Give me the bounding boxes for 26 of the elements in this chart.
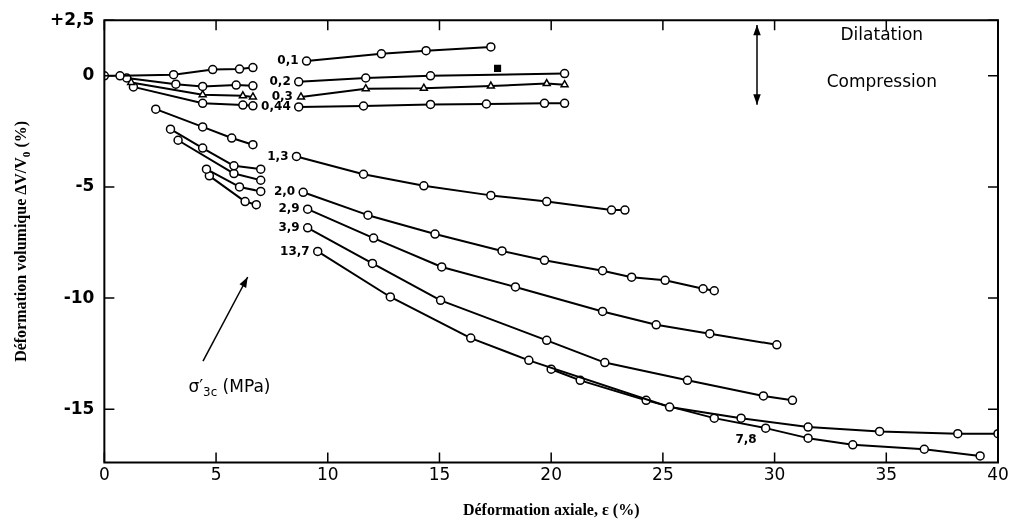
x-tick-label: 30 [763, 464, 786, 485]
annotation: Compression [826, 70, 937, 91]
x-tick-label: 20 [540, 464, 562, 485]
x-axis-title: Déformation axiale, ε (%) [462, 501, 640, 520]
x-tick-label: 25 [652, 464, 674, 485]
y-tick-label: -10 [63, 286, 95, 307]
series-label: 7,8 [735, 432, 757, 447]
series-label: 2,0 [273, 184, 296, 199]
annotation: Dilatation [840, 24, 924, 45]
x-tick-label: 15 [428, 464, 451, 485]
series-label: 0,2 [269, 73, 291, 88]
series-label: 0,1 [277, 53, 299, 68]
series-label: 2,9 [278, 201, 300, 216]
y-tick-label: +2,5 [50, 8, 95, 29]
series-label: 3,9 [278, 219, 300, 234]
y-tick-label: 0 [82, 64, 95, 85]
series-label: 1,3 [267, 148, 289, 163]
x-tick-label: 10 [316, 464, 339, 485]
series-label: 13,7 [280, 243, 310, 258]
x-tick-label: 35 [875, 464, 898, 485]
x-tick-label: 40 [987, 464, 1009, 485]
y-tick-label: -15 [63, 397, 95, 418]
x-tick-label: 0 [98, 464, 110, 485]
x-tick-label: 5 [210, 464, 222, 485]
y-tick-label: -5 [75, 175, 95, 196]
y-axis-title: Déformation volumique ΔV/V0 (%) [12, 120, 33, 362]
